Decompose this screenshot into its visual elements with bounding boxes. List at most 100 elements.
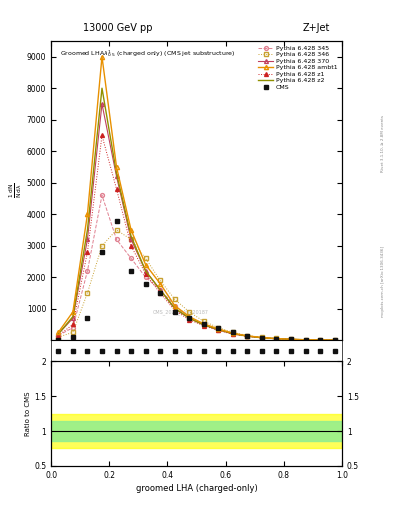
Line: Pythia 6.428 ambt1: Pythia 6.428 ambt1: [56, 55, 337, 342]
Line: Pythia 6.428 z1: Pythia 6.428 z1: [57, 134, 336, 342]
Pythia 6.428 370: [260, 335, 264, 341]
Pythia 6.428 z1: [289, 336, 294, 343]
Pythia 6.428 z1: [173, 307, 177, 313]
Pythia 6.428 z1: [71, 322, 75, 328]
Pythia 6.428 z1: [245, 333, 250, 339]
Pythia 6.428 346: [274, 335, 279, 342]
Pythia 6.428 345: [173, 303, 177, 309]
Text: Groomed LHA$\lambda^{1}_{0.5}$ (charged only) (CMS jet substructure): Groomed LHA$\lambda^{1}_{0.5}$ (charged …: [60, 49, 235, 59]
Pythia 6.428 346: [129, 237, 134, 243]
Text: mcplots.cern.ch [arXiv:1306.3436]: mcplots.cern.ch [arXiv:1306.3436]: [381, 246, 385, 317]
Pythia 6.428 370: [143, 268, 148, 274]
X-axis label: groomed LHA (charged-only): groomed LHA (charged-only): [136, 484, 257, 493]
Pythia 6.428 z2: [303, 337, 308, 343]
Pythia 6.428 370: [274, 336, 279, 342]
Pythia 6.428 370: [332, 337, 337, 343]
Pythia 6.428 345: [143, 274, 148, 280]
Pythia 6.428 345: [129, 255, 134, 262]
Line: Pythia 6.428 345: Pythia 6.428 345: [57, 194, 336, 342]
Pythia 6.428 345: [303, 337, 308, 343]
Pythia 6.428 z1: [260, 335, 264, 341]
Pythia 6.428 z2: [100, 85, 105, 91]
Line: CMS: CMS: [56, 219, 337, 342]
CMS: [56, 337, 61, 343]
CMS: [129, 268, 134, 274]
Pythia 6.428 370: [187, 315, 192, 321]
Pythia 6.428 370: [114, 174, 119, 180]
Pythia 6.428 345: [187, 315, 192, 321]
Pythia 6.428 ambt1: [303, 337, 308, 343]
Pythia 6.428 345: [318, 337, 323, 343]
Text: Z+Jet: Z+Jet: [303, 23, 330, 33]
Pythia 6.428 z1: [303, 337, 308, 343]
Line: Pythia 6.428 z2: Pythia 6.428 z2: [59, 88, 335, 340]
Pythia 6.428 z2: [231, 331, 235, 337]
CMS: [318, 337, 323, 343]
Pythia 6.428 346: [158, 278, 163, 284]
Pythia 6.428 ambt1: [56, 329, 61, 335]
Pythia 6.428 z2: [245, 333, 250, 339]
Pythia 6.428 345: [202, 322, 206, 328]
Pythia 6.428 ambt1: [332, 337, 337, 343]
Pythia 6.428 346: [202, 318, 206, 325]
Pythia 6.428 ambt1: [318, 337, 323, 343]
Pythia 6.428 370: [85, 237, 90, 243]
Pythia 6.428 z1: [114, 186, 119, 192]
Pythia 6.428 ambt1: [187, 313, 192, 319]
CMS: [245, 332, 250, 338]
Text: Rivet 3.1.10, ≥ 2.8M events: Rivet 3.1.10, ≥ 2.8M events: [381, 115, 385, 172]
Pythia 6.428 z1: [274, 336, 279, 342]
Pythia 6.428 346: [187, 309, 192, 315]
Pythia 6.428 z2: [158, 287, 163, 293]
Pythia 6.428 346: [114, 227, 119, 233]
Pythia 6.428 ambt1: [245, 333, 250, 339]
Pythia 6.428 346: [100, 243, 105, 249]
Pythia 6.428 z2: [143, 268, 148, 274]
Pythia 6.428 ambt1: [129, 227, 134, 233]
Pythia 6.428 346: [173, 296, 177, 303]
CMS: [202, 322, 206, 328]
Pythia 6.428 ambt1: [231, 330, 235, 336]
Pythia 6.428 ambt1: [114, 164, 119, 170]
Pythia 6.428 345: [231, 330, 235, 336]
Pythia 6.428 z1: [129, 243, 134, 249]
Pythia 6.428 z1: [318, 337, 323, 343]
Pythia 6.428 z2: [85, 227, 90, 233]
CMS: [289, 336, 294, 343]
CMS: [216, 325, 221, 331]
Pythia 6.428 z2: [289, 336, 294, 343]
CMS: [85, 315, 90, 321]
Legend: Pythia 6.428 345, Pythia 6.428 346, Pythia 6.428 370, Pythia 6.428 ambt1, Pythia: Pythia 6.428 345, Pythia 6.428 346, Pyth…: [257, 44, 339, 91]
Pythia 6.428 ambt1: [143, 262, 148, 268]
Pythia 6.428 ambt1: [274, 335, 279, 342]
Pythia 6.428 z1: [85, 249, 90, 255]
Pythia 6.428 346: [303, 336, 308, 343]
CMS: [143, 281, 148, 287]
Pythia 6.428 346: [216, 325, 221, 331]
Pythia 6.428 ambt1: [289, 336, 294, 343]
Pythia 6.428 345: [100, 192, 105, 198]
Pythia 6.428 370: [100, 101, 105, 107]
Pythia 6.428 z1: [56, 332, 61, 338]
Pythia 6.428 345: [114, 237, 119, 243]
CMS: [100, 249, 105, 255]
Pythia 6.428 370: [231, 331, 235, 337]
Line: Pythia 6.428 370: Pythia 6.428 370: [57, 102, 336, 342]
Pythia 6.428 370: [289, 336, 294, 343]
Pythia 6.428 370: [158, 287, 163, 293]
Pythia 6.428 346: [71, 329, 75, 335]
Pythia 6.428 ambt1: [158, 281, 163, 287]
Y-axis label: $\frac{1}{\rm N}\frac{{\rm d}N}{{\rm d}\lambda}$: $\frac{1}{\rm N}\frac{{\rm d}N}{{\rm d}\…: [7, 183, 24, 198]
Pythia 6.428 z1: [158, 290, 163, 296]
Pythia 6.428 345: [56, 332, 61, 338]
CMS: [158, 290, 163, 296]
Pythia 6.428 346: [85, 290, 90, 296]
Bar: [51, 414, 342, 449]
CMS: [71, 334, 75, 340]
Pythia 6.428 370: [129, 237, 134, 243]
Pythia 6.428 z1: [187, 317, 192, 323]
Pythia 6.428 370: [318, 337, 323, 343]
Pythia 6.428 z2: [332, 337, 337, 343]
Pythia 6.428 ambt1: [100, 54, 105, 60]
Pythia 6.428 z2: [56, 331, 61, 337]
